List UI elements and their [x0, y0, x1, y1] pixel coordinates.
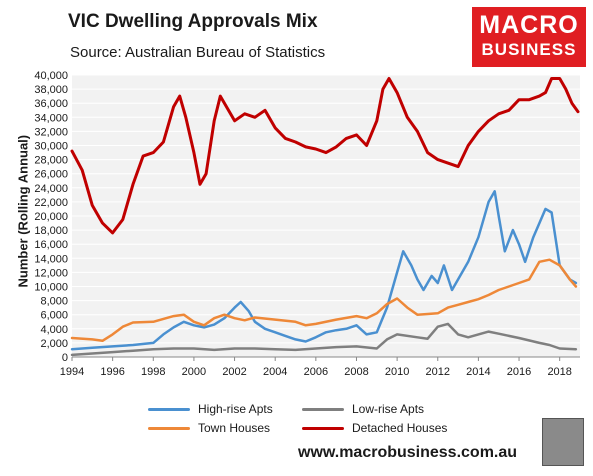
y-tick-label: 38,000: [34, 84, 68, 96]
logo-line-2: BUSINESS: [481, 40, 577, 59]
y-tick-label: 40,000: [34, 70, 68, 82]
chart-subtitle: Source: Australian Bureau of Statistics: [70, 44, 326, 61]
legend-swatch-town-houses: [148, 426, 190, 430]
y-tick-label: 4,000: [40, 324, 68, 336]
y-tick-label: 34,000: [34, 112, 68, 124]
chart-title: VIC Dwelling Approvals Mix: [68, 11, 318, 32]
y-tick-label: 8,000: [40, 296, 68, 308]
x-tick-label: 2006: [304, 366, 328, 378]
x-tick-label: 2008: [344, 366, 368, 378]
website-url: www.macrobusiness.com.au: [298, 444, 518, 461]
y-tick-label: 32,000: [34, 126, 68, 138]
x-tick-label: 2002: [222, 366, 246, 378]
legend-town-houses: Town Houses: [148, 421, 270, 435]
legend-label-town-houses: Town Houses: [198, 421, 271, 435]
y-tick-label: 16,000: [34, 239, 68, 251]
x-tick-label: 2004: [263, 366, 287, 378]
series-line-high-rise: [70, 190, 578, 351]
legend-detached: Detached Houses: [302, 421, 447, 435]
legend-swatch-high-rise: [148, 407, 190, 411]
x-tick-label: 2012: [426, 366, 450, 378]
y-tick-label: 6,000: [40, 310, 68, 322]
x-tick-label: 1998: [141, 366, 165, 378]
legend-swatch-low-rise: [302, 407, 344, 411]
x-tick-label: 2000: [182, 366, 206, 378]
y-tick-label: 20,000: [34, 211, 68, 223]
x-tick-label: 2014: [466, 366, 490, 378]
legend-label-detached: Detached Houses: [352, 421, 448, 435]
y-tick-label: 24,000: [34, 183, 68, 195]
legend-label-high-rise: High-rise Apts: [198, 402, 273, 416]
legend-high-rise: High-rise Apts: [148, 402, 273, 416]
y-tick-label: 18,000: [34, 225, 68, 237]
macrobusiness-logo: MACRO BUSINESS: [472, 7, 586, 67]
series-line-low-rise: [70, 322, 578, 357]
logo-line-1: MACRO: [479, 11, 579, 39]
y-tick-label: 10,000: [34, 282, 68, 294]
y-tick-label: 2,000: [40, 338, 68, 350]
x-tick-label: 2018: [547, 366, 571, 378]
y-tick-label: 28,000: [34, 155, 68, 167]
series-line-town-houses: [70, 258, 578, 343]
series-line-detached: [70, 77, 580, 235]
y-tick-label: 36,000: [34, 98, 68, 110]
y-tick-label: 14,000: [34, 253, 68, 265]
y-tick-label: 0: [62, 352, 68, 364]
legend-label-low-rise: Low-rise Apts: [352, 402, 425, 416]
x-tick-label: 2010: [385, 366, 409, 378]
x-tick-label: 1996: [100, 366, 124, 378]
wolf-badge-image: [542, 418, 584, 466]
x-tick-label: 2016: [507, 366, 531, 378]
x-tick-label: 1994: [60, 366, 84, 378]
y-tick-label: 22,000: [34, 197, 68, 209]
y-tick-label: 26,000: [34, 169, 68, 181]
y-tick-label: 12,000: [34, 267, 68, 279]
legend-low-rise: Low-rise Apts: [302, 402, 424, 416]
legend-swatch-detached: [302, 426, 344, 430]
y-tick-label: 30,000: [34, 141, 68, 153]
